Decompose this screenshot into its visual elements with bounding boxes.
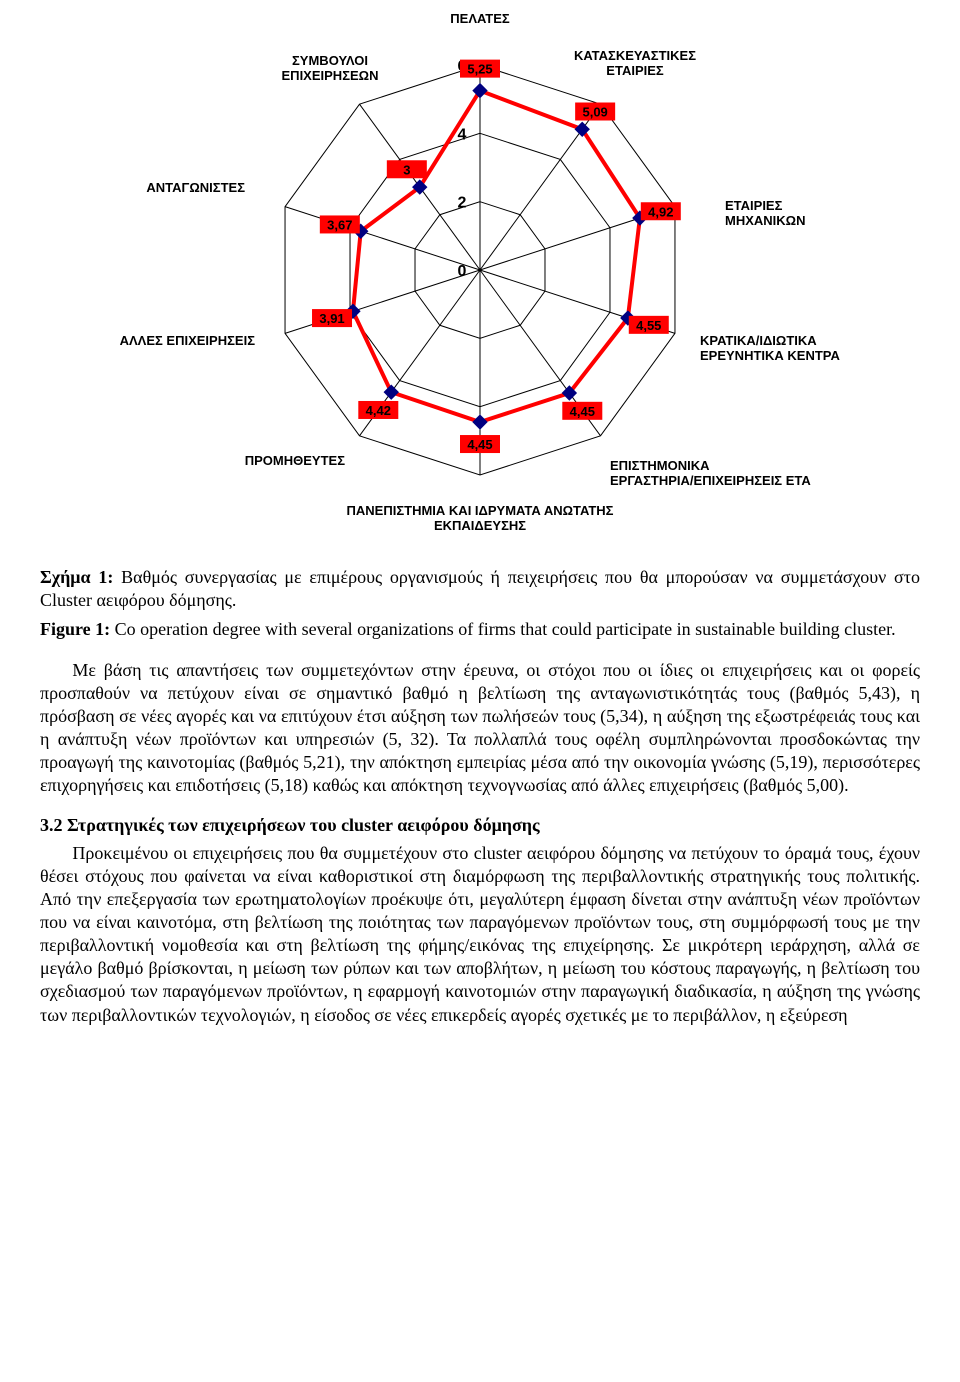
figure-caption-gr-label: Σχήμα 1:: [40, 567, 113, 587]
svg-text:3,91: 3,91: [319, 311, 344, 326]
axis-label-2: ΕΤΑΙΡΙΕΣ: [725, 198, 783, 213]
axis-label-6: ΠΡΟΜΗΘΕΥΤΕΣ: [245, 453, 345, 468]
axis-label-3: ΚΡΑΤΙΚΑ/ΙΔΙΩΤΙΚΑ: [700, 333, 817, 348]
axis-label-9: ΕΠΙΧΕΙΡΗΣΕΩΝ: [282, 68, 379, 83]
svg-text:4,45: 4,45: [467, 437, 492, 452]
axis-label-8: ΑΝΤΑΓΩΝΙΣΤΕΣ: [146, 180, 245, 195]
figure-caption-en: Figure 1: Co operation degree with sever…: [40, 618, 920, 641]
svg-text:5,25: 5,25: [467, 62, 492, 77]
axis-label-5: ΕΚΠΑΙΔΕΥΣΗΣ: [434, 518, 526, 533]
svg-text:4,45: 4,45: [570, 404, 595, 419]
axis-label-5: ΠΑΝΕΠΙΣΤΗΜΙΑ ΚΑΙ ΙΔΡΥΜΑΤΑ ΑΝΩΤΑΤΗΣ: [347, 503, 614, 518]
figure-caption-en-text: Co operation degree with several organiz…: [110, 619, 895, 639]
axis-label-4: ΕΠΙΣΤΗΜΟΝΙΚΑ: [610, 458, 710, 473]
axis-label-9: ΣΥΜΒΟΥΛΟΙ: [292, 53, 368, 68]
axis-label-0: ΠΕΛΑΤΕΣ: [450, 11, 510, 26]
radar-chart: 02465,255,094,924,554,454,454,423,913,67…: [40, 0, 920, 560]
axis-label-4: ΕΡΓΑΣΤΗΡΙΑ/ΕΠΙΧΕΙΡΗΣΕΙΣ ΕΤΑ: [610, 473, 811, 488]
svg-text:4,92: 4,92: [648, 204, 673, 219]
figure-caption-gr: Σχήμα 1: Βαθμός συνεργασίας με επιμέρους…: [40, 566, 920, 612]
figure-caption-gr-text: Βαθμός συνεργασίας με επιμέρους οργανισμ…: [40, 567, 920, 610]
svg-text:4,55: 4,55: [636, 318, 661, 333]
svg-text:5,09: 5,09: [582, 105, 607, 120]
svg-text:4,42: 4,42: [366, 403, 391, 418]
axis-label-1: ΕΤΑΙΡΙΕΣ: [606, 63, 664, 78]
paragraph-1: Με βάση τις απαντήσεις των συμμετεχόντων…: [40, 659, 920, 797]
axis-label-1: ΚΑΤΑΣΚΕΥΑΣΤΙΚΕΣ: [574, 48, 696, 63]
svg-text:3,67: 3,67: [327, 217, 352, 232]
svg-text:3: 3: [403, 162, 410, 177]
axis-label-2: ΜΗΧΑΝΙΚΩΝ: [725, 213, 805, 228]
axis-label-7: ΑΛΛΕΣ ΕΠΙΧΕΙΡΗΣΕΙΣ: [120, 333, 256, 348]
svg-text:4: 4: [458, 126, 467, 143]
svg-text:2: 2: [458, 195, 467, 212]
axis-label-3: ΕΡΕΥΝΗΤΙΚΑ ΚΕΝΤΡΑ: [700, 348, 840, 363]
svg-text:0: 0: [458, 263, 467, 280]
paragraph-2: Προκειμένου οι επιχειρήσεις που θα συμμε…: [40, 842, 920, 1026]
section-heading-3-2: 3.2 Στρατηγικές των επιχειρήσεων του clu…: [40, 815, 920, 836]
figure-caption-en-label: Figure 1:: [40, 619, 110, 639]
